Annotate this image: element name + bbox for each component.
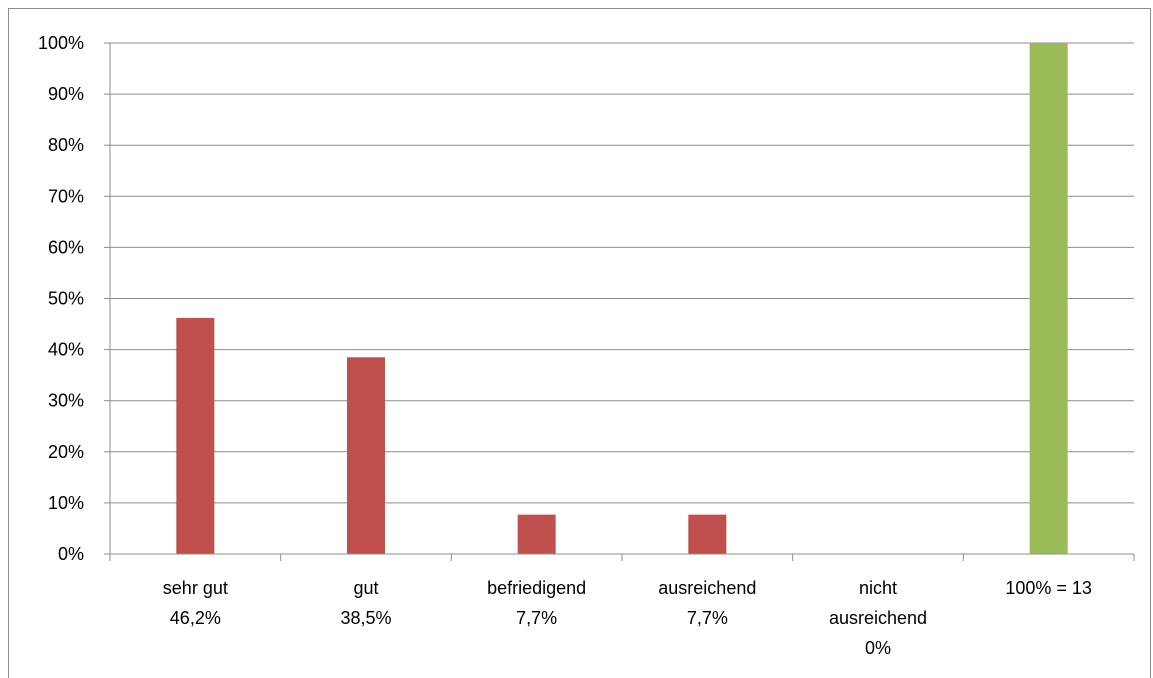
y-tick-label: 30% [48, 391, 84, 411]
x-category-label: 100% = 13 [1005, 578, 1092, 598]
x-category-label: 38,5% [340, 608, 391, 628]
x-category-label: 7,7% [687, 608, 728, 628]
x-category-label: nicht [859, 578, 897, 598]
y-tick-label: 10% [48, 493, 84, 513]
y-tick-label: 60% [48, 237, 84, 257]
y-tick-label: 70% [48, 186, 84, 206]
x-category-label: 46,2% [170, 608, 221, 628]
x-category-label: sehr gut [163, 578, 228, 598]
x-category-label: 7,7% [516, 608, 557, 628]
x-category-label: ausreichend [829, 608, 927, 628]
x-axis: sehr gut 46,2% gut 38,5% befriedigend 7,7% aus… [110, 554, 1134, 658]
y-tick-label: 40% [48, 340, 84, 360]
x-category-label: befriedigend [487, 578, 586, 598]
y-tick-label: 20% [48, 442, 84, 462]
gridlines [110, 43, 1134, 503]
bar [176, 318, 214, 554]
y-tick-label: 90% [48, 84, 84, 104]
bar [347, 357, 385, 554]
bar [518, 515, 556, 554]
y-tick-label: 80% [48, 135, 84, 155]
bar [688, 515, 726, 554]
y-tick-label: 0% [58, 544, 84, 564]
y-axis: 0% 10% 20% 30% 40% 50% 60% 70% 80% 90% 100% [38, 33, 110, 564]
bar [1030, 43, 1068, 554]
y-tick-label: 100% [38, 33, 84, 53]
y-tick-label: 50% [48, 289, 84, 309]
x-category-label: gut [353, 578, 378, 598]
x-category-label: 0% [865, 638, 891, 658]
x-category-label: ausreichend [658, 578, 756, 598]
